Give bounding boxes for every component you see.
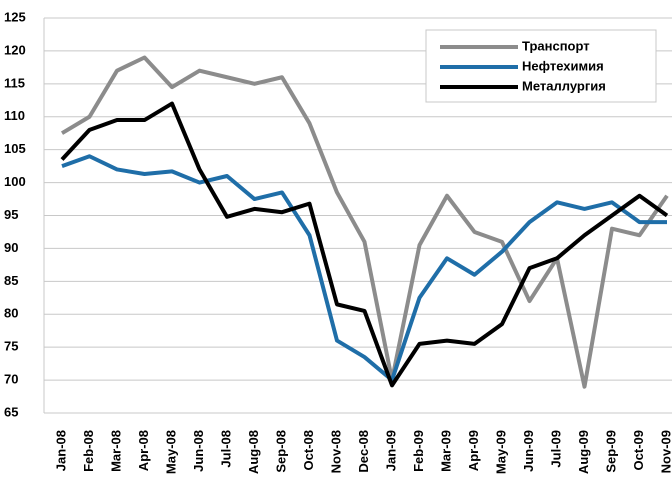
x-tick-label: May-09	[493, 430, 508, 474]
y-tick-label: 115	[4, 75, 25, 90]
series-line	[60, 55, 669, 389]
y-tick-label: 120	[4, 42, 26, 57]
x-tick-label: Jul-08	[218, 430, 233, 468]
x-tick-label: May-08	[163, 430, 178, 474]
y-tick-label: 110	[4, 108, 25, 123]
x-tick-label: Oct-08	[301, 430, 316, 470]
x-tick-label: Sep-09	[603, 430, 618, 473]
x-tick-label: Mar-09	[438, 430, 453, 472]
x-tick-label: Jun-09	[521, 430, 536, 472]
y-tick-label: 80	[4, 306, 18, 321]
y-tick-label: 75	[4, 339, 18, 354]
x-tick-label: Oct-09	[631, 430, 646, 470]
y-tick-label: 125	[4, 9, 26, 24]
x-tick-label: Aug-09	[576, 430, 591, 474]
y-tick-label: 65	[4, 404, 18, 419]
series-line	[61, 154, 667, 383]
y-tick-label: 95	[4, 207, 18, 222]
y-tick-label: 100	[4, 174, 26, 189]
x-tick-label: Jan-08	[53, 430, 68, 471]
legend-label: Металлургия	[522, 78, 606, 93]
x-tick-label: Feb-08	[81, 430, 96, 472]
y-tick-label: 105	[4, 141, 26, 156]
legend: Транспорт Нефтехимия Металлургия	[425, 29, 657, 103]
x-tick-label: Apr-09	[466, 430, 481, 471]
x-tick-label: Jan-09	[383, 430, 398, 471]
x-tick-label: Nov-08	[328, 430, 343, 473]
y-tick-label: 85	[4, 273, 18, 288]
lines	[60, 55, 669, 389]
x-tick-label: Mar-08	[108, 430, 123, 472]
x-tick-label: Dec-08	[356, 430, 371, 473]
x-tick-label: Aug-08	[246, 430, 261, 474]
y-tick-label: 90	[4, 240, 18, 255]
x-tick-label: Jul-09	[548, 430, 563, 468]
legend-label: Транспорт	[522, 38, 590, 53]
grid: 65 70 75 80 85 90 95 100 105 110 115 120 125 Jan-08 Fe…	[4, 9, 672, 474]
y-tick-label: 70	[4, 372, 18, 387]
x-tick-label: Apr-08	[136, 430, 151, 471]
x-tick-label: Nov-09	[658, 430, 672, 473]
x-tick-label: Feb-09	[411, 430, 426, 472]
x-tick-label: Sep-08	[273, 430, 288, 473]
series-line	[60, 101, 669, 388]
x-tick-label: Jun-08	[191, 430, 206, 472]
legend-label: Нефтехимия	[522, 58, 604, 73]
